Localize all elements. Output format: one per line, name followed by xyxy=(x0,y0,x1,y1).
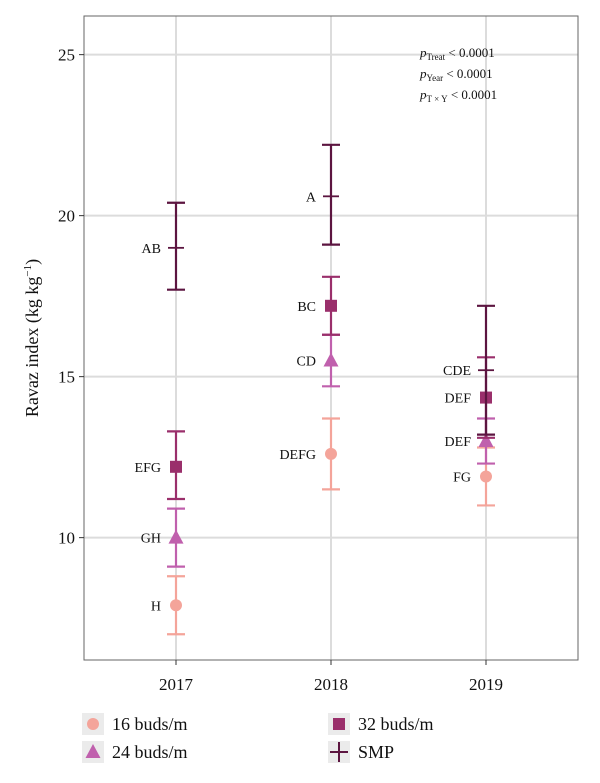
series4-2018-point xyxy=(323,188,339,205)
series4-2017-point xyxy=(168,239,184,256)
series2-2017-point xyxy=(168,529,184,544)
y-axis-label: Ravaz index (kg kg−1) xyxy=(22,259,43,417)
series3-2018-group-label: BC xyxy=(297,300,316,315)
p-symbol: p xyxy=(419,45,427,60)
series1-2019-group-label: FG xyxy=(453,470,471,485)
legend-label-3: 32 buds/m xyxy=(358,714,434,734)
y-axis-label-sup: −1 xyxy=(22,265,34,277)
series3-2018-point xyxy=(325,299,337,312)
y-axis-label-main: Ravaz index (kg kg xyxy=(22,277,43,417)
series2-2019-point xyxy=(478,433,494,448)
legend-item-1: 16 buds/m xyxy=(82,713,188,735)
p-threshold: < 0.0001 xyxy=(448,87,498,102)
y-tick-label-25: 25 xyxy=(58,46,75,65)
series3-2019-group-label: DEF xyxy=(445,392,472,407)
legend-key-1 xyxy=(87,718,99,730)
series1-2017-point xyxy=(170,599,182,612)
x-tick-label-2018: 2018 xyxy=(314,675,348,694)
series4-2018-group-label: A xyxy=(306,190,317,205)
series4-2019-group-label: CDE xyxy=(443,364,471,379)
series3-2017-group-label: EFG xyxy=(135,461,161,476)
series1-2018-point xyxy=(325,447,337,460)
legend-label-1: 16 buds/m xyxy=(112,714,188,734)
p-subscript: Treat xyxy=(427,52,446,62)
p-subscript: T × Y xyxy=(427,94,449,104)
legend-item-2: 24 buds/m xyxy=(82,741,188,763)
p-value-line-1: pTreat < 0.0001 xyxy=(419,45,495,62)
legend-label-4: SMP xyxy=(358,742,394,762)
p-threshold: < 0.0001 xyxy=(443,66,493,81)
series4-2017-group-label: AB xyxy=(142,242,161,257)
x-tick-label-2019: 2019 xyxy=(469,675,503,694)
legend-label-2: 24 buds/m xyxy=(112,742,188,762)
axis-layer: 2017 2018 2019 10 15 20 25 xyxy=(58,46,503,694)
series-layer: H DEFG FG GH CD DEF EFG BC DEF AB A CDE xyxy=(135,143,495,636)
p-value-line-3: pT × Y < 0.0001 xyxy=(419,87,497,104)
series2-2019-group-label: DEF xyxy=(445,435,472,450)
y-tick-label-15: 15 xyxy=(58,368,75,387)
series2-2018-group-label: CD xyxy=(297,355,316,370)
series4-2019-point xyxy=(478,362,494,379)
legend-key-2 xyxy=(85,744,101,758)
p-value-line-2: pYear < 0.0001 xyxy=(419,66,493,83)
legend-key-3 xyxy=(333,718,345,730)
series1-2017-group-label: H xyxy=(151,599,161,614)
series2-2018-point xyxy=(323,352,339,367)
x-tick-label-2017: 2017 xyxy=(159,675,194,694)
series1-2018-group-label: DEFG xyxy=(279,448,316,463)
series3-2017-point xyxy=(170,460,182,473)
y-axis-label-end: ) xyxy=(22,259,43,265)
legend-item-3: 32 buds/m xyxy=(328,713,434,735)
legend: 16 buds/m 24 buds/m 32 buds/m SMP xyxy=(82,713,434,763)
series2-2017-group-label: GH xyxy=(141,532,161,547)
p-threshold: < 0.0001 xyxy=(445,45,495,60)
y-tick-label-10: 10 xyxy=(58,529,75,548)
series1-2019-point xyxy=(480,470,492,483)
p-symbol: p xyxy=(419,66,427,81)
y-tick-label-20: 20 xyxy=(58,207,75,226)
p-symbol: p xyxy=(419,87,427,102)
legend-item-4: SMP xyxy=(328,741,394,763)
p-subscript: Year xyxy=(427,73,444,83)
